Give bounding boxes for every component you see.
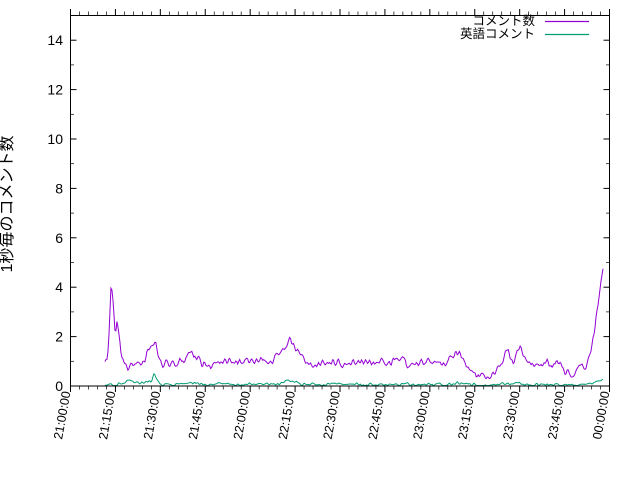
svg-text:6: 6 bbox=[55, 230, 63, 246]
svg-text:14: 14 bbox=[47, 32, 63, 48]
svg-text:4: 4 bbox=[55, 279, 63, 295]
svg-text:12: 12 bbox=[47, 82, 63, 98]
svg-text:英語コメント: 英語コメント bbox=[460, 26, 535, 41]
svg-text:コメント数: コメント数 bbox=[472, 13, 535, 28]
svg-text:10: 10 bbox=[47, 131, 63, 147]
svg-text:8: 8 bbox=[55, 180, 63, 196]
svg-text:2: 2 bbox=[55, 329, 63, 345]
svg-text:1秒毎のコメント数: 1秒毎のコメント数 bbox=[0, 136, 16, 273]
